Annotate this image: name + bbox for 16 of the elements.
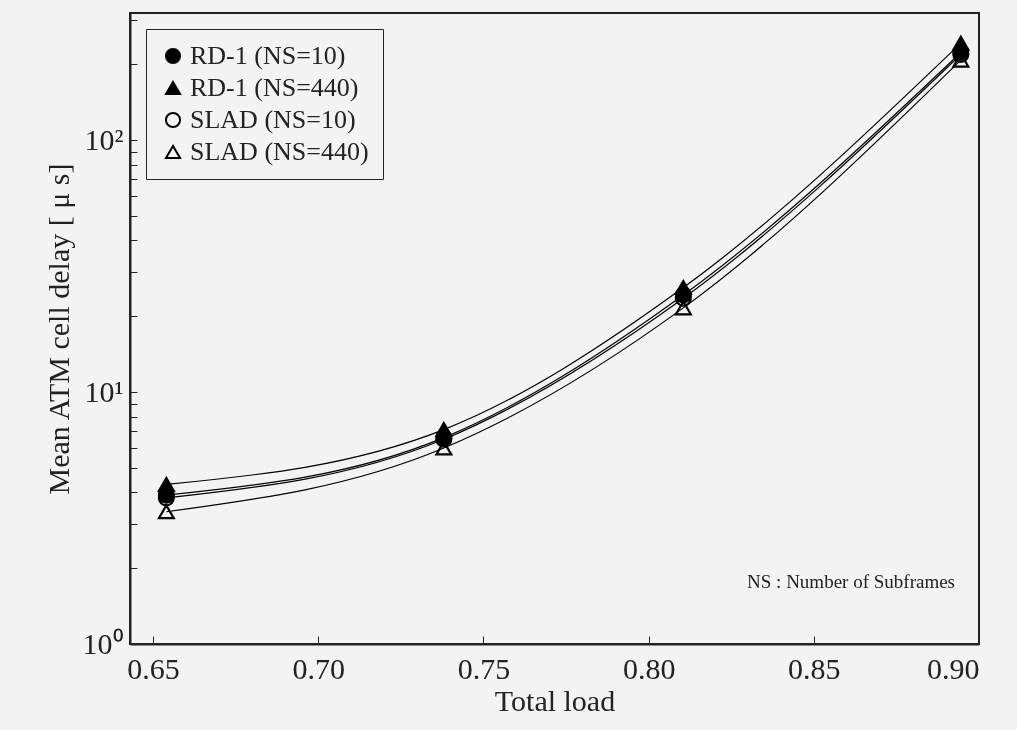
x-tick-label: 0.80	[622, 651, 676, 685]
x-tick-label: 0.65	[127, 651, 180, 685]
y-axis-title: Mean ATM cell delay [ μ s]	[41, 163, 75, 495]
legend-label: SLAD (NS=440)	[190, 137, 369, 166]
x-axis-title: Total load	[494, 683, 616, 717]
annotation: NS : Number of Subframes	[747, 571, 955, 592]
x-tick-label: 0.70	[292, 651, 346, 685]
y-tick-label: 10¹	[84, 374, 124, 408]
x-tick-label: 0.90	[927, 651, 980, 685]
y-tick-label: 10⁰	[82, 626, 124, 660]
legend-label: RD-1 (NS=440)	[190, 73, 359, 102]
x-tick-label: 0.85	[788, 651, 841, 685]
legend-label: SLAD (NS=10)	[190, 105, 356, 134]
y-tick-label: 10²	[84, 122, 124, 156]
x-tick-label: 0.75	[457, 651, 511, 685]
legend-label: RD-1 (NS=10)	[190, 41, 346, 70]
